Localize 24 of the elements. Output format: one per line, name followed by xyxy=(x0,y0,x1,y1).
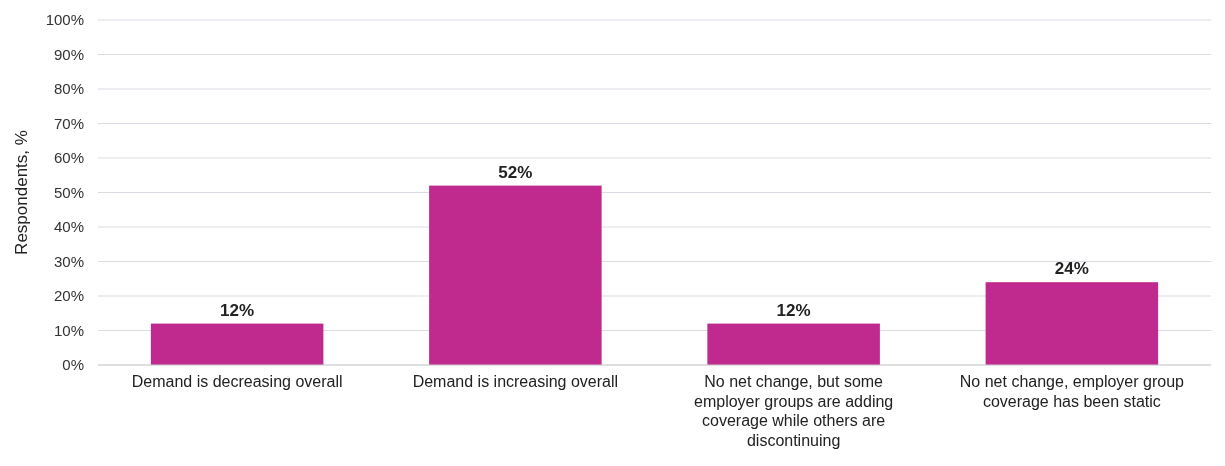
y-tick-label: 50% xyxy=(53,183,84,201)
x-tick-label: No net change, but some employer groups are adding coverage while others are discontinuing xyxy=(694,373,894,449)
x-tick-label: Demand is increasing overall xyxy=(412,373,619,390)
y-tick-label: 0% xyxy=(62,356,84,374)
y-tick-label: 80% xyxy=(53,80,84,98)
y-tick-label: 90% xyxy=(53,45,84,63)
bar xyxy=(985,282,1159,365)
y-axis-title: Respondents, % xyxy=(12,130,31,255)
y-tick-label: 20% xyxy=(53,287,84,305)
y-tick-label: 100% xyxy=(45,11,84,29)
y-tick-label: 10% xyxy=(53,321,84,339)
y-tick-label: 60% xyxy=(53,149,84,167)
y-tick-label: 30% xyxy=(53,252,84,270)
data-label: 12% xyxy=(220,300,255,320)
data-label: 12% xyxy=(776,300,811,320)
y-tick-label: 40% xyxy=(53,218,84,236)
bar xyxy=(150,323,324,365)
bar xyxy=(707,323,880,365)
x-tick-label: No net change, employer group coverage has been static xyxy=(959,373,1185,410)
data-label: 52% xyxy=(498,162,533,182)
bar xyxy=(429,185,602,365)
data-label: 24% xyxy=(1054,259,1089,279)
x-tick-label: Demand is decreasing overall xyxy=(131,373,343,390)
y-tick-label: 70% xyxy=(53,114,84,132)
